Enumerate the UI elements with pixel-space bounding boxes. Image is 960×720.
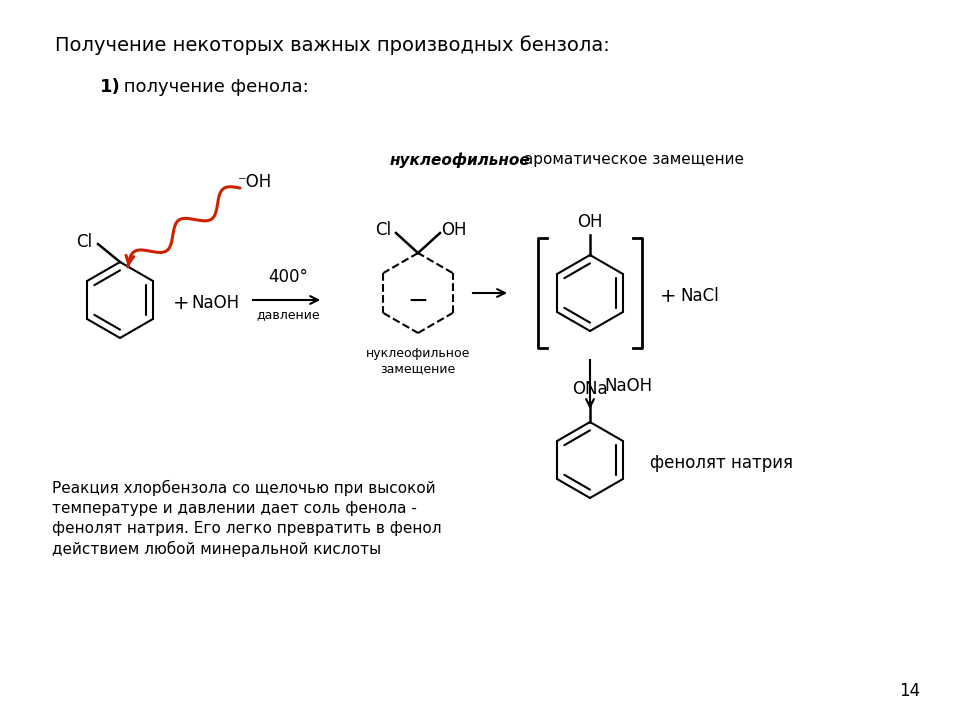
Text: давление: давление: [256, 308, 320, 321]
Text: Получение некоторых важных производных бензола:: Получение некоторых важных производных б…: [55, 35, 610, 55]
Text: ONa: ONa: [572, 380, 608, 398]
Text: NaOH: NaOH: [604, 377, 652, 395]
Text: +: +: [660, 287, 677, 305]
Text: нуклеофильное: нуклеофильное: [390, 152, 531, 168]
Text: Реакция хлорбензола со щелочью при высокой
температуре и давлении дает соль фено: Реакция хлорбензола со щелочью при высок…: [52, 480, 442, 557]
Text: NaOH: NaOH: [191, 294, 239, 312]
Text: ⁻OH: ⁻OH: [238, 173, 273, 191]
Text: Cl: Cl: [76, 233, 92, 251]
Text: OH: OH: [442, 221, 467, 239]
Text: −: −: [407, 289, 428, 313]
Text: 14: 14: [899, 682, 920, 700]
Text: 400°: 400°: [268, 268, 308, 286]
Text: Cl: Cl: [375, 221, 391, 239]
Text: ароматическое замещение: ароматическое замещение: [519, 152, 744, 167]
Text: нуклеофильное
замещение: нуклеофильное замещение: [366, 347, 470, 375]
Text: получение фенола:: получение фенола:: [118, 78, 309, 96]
Text: OH: OH: [577, 213, 603, 231]
Text: NaCl: NaCl: [680, 287, 719, 305]
Text: +: +: [173, 294, 189, 312]
Text: фенолят натрия: фенолят натрия: [650, 454, 793, 472]
Text: 1): 1): [100, 78, 121, 96]
